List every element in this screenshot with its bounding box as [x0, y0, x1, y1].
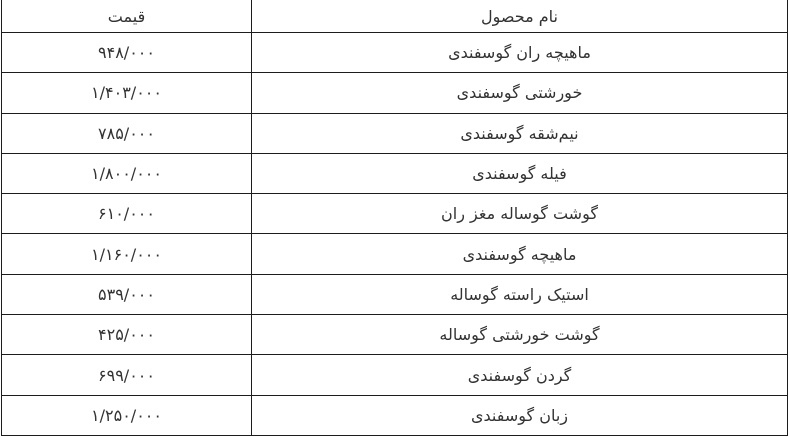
table-row: استیک راسته گوساله ۵۳۹/۰۰۰	[1, 273, 788, 316]
table-body: ماهیچه ران گوسفندی ۹۴۸/۰۰۰ خورشتی گوسفندی ۱…	[1, 31, 788, 437]
table-row: ماهیچه گوسفندی ۱/۱۶۰/۰۰۰	[1, 233, 788, 275]
product-name-cell: زبان گوسفندی	[251, 394, 788, 437]
price-cell: ۷۸۵/۰۰۰	[1, 112, 252, 154]
product-name-cell: گردن گوسفندی	[251, 354, 788, 396]
price-cell: ۴۲۵/۰۰۰	[1, 314, 252, 356]
price-cell: ۱/۱۶۰/۰۰۰	[1, 233, 252, 275]
table-row: گوشت خورشتی گوساله ۴۲۵/۰۰۰	[1, 314, 788, 356]
table-row: فیله گوسفندی ۱/۸۰۰/۰۰۰	[1, 152, 788, 195]
table-header: نام محصول قیمت	[1, 0, 788, 33]
table-row: خورشتی گوسفندی ۱/۴۰۳/۰۰۰	[1, 72, 788, 114]
product-name-cell: گوشت گوساله مغز ران	[251, 193, 788, 235]
table-row: نیم‌شقه گوسفندی ۷۸۵/۰۰۰	[1, 112, 788, 154]
price-cell: ۶۱۰/۰۰۰	[1, 193, 252, 235]
column-header-product-name: نام محصول	[251, 0, 788, 33]
price-cell: ۱/۲۵۰/۰۰۰	[1, 394, 252, 437]
price-cell: ۶۹۹/۰۰۰	[1, 354, 252, 396]
table-row: زبان گوسفندی ۱/۲۵۰/۰۰۰	[1, 394, 788, 437]
table-row: گوشت گوساله مغز ران ۶۱۰/۰۰۰	[1, 193, 788, 235]
price-cell: ۱/۸۰۰/۰۰۰	[1, 152, 252, 195]
product-name-cell: فیله گوسفندی	[251, 152, 788, 195]
table-row: گردن گوسفندی ۶۹۹/۰۰۰	[1, 354, 788, 396]
product-name-cell: خورشتی گوسفندی	[251, 72, 788, 114]
header-row: نام محصول قیمت	[1, 0, 788, 33]
price-cell: ۹۴۸/۰۰۰	[1, 31, 252, 74]
price-cell: ۱/۴۰۳/۰۰۰	[1, 72, 252, 114]
product-name-cell: استیک راسته گوساله	[251, 273, 788, 316]
price-cell: ۵۳۹/۰۰۰	[1, 273, 252, 316]
column-header-price: قیمت	[1, 0, 252, 33]
table-row: ماهیچه ران گوسفندی ۹۴۸/۰۰۰	[1, 31, 788, 74]
product-name-cell: نیم‌شقه گوسفندی	[251, 112, 788, 154]
product-name-cell: ماهیچه ران گوسفندی	[251, 31, 788, 74]
product-name-cell: ماهیچه گوسفندی	[251, 233, 788, 275]
product-name-cell: گوشت خورشتی گوساله	[251, 314, 788, 356]
